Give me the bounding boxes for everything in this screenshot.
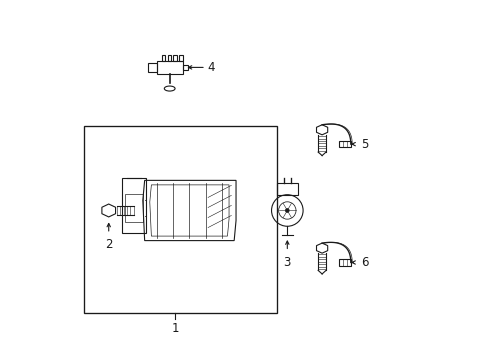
Bar — [122, 178, 146, 233]
Text: 2: 2 — [105, 238, 113, 251]
Bar — [124, 194, 143, 222]
Text: 3: 3 — [284, 256, 291, 269]
Text: 4: 4 — [208, 61, 215, 74]
Text: 6: 6 — [362, 256, 369, 269]
Bar — [168, 55, 171, 60]
Circle shape — [285, 208, 289, 212]
Bar — [162, 55, 166, 60]
Bar — [84, 126, 277, 313]
Text: 1: 1 — [172, 321, 179, 335]
Bar — [148, 63, 157, 72]
Text: 5: 5 — [362, 138, 369, 150]
Bar — [173, 55, 177, 60]
Bar — [157, 60, 183, 74]
Bar — [339, 259, 351, 266]
Bar — [183, 65, 188, 70]
Bar — [276, 183, 298, 195]
Bar — [339, 141, 351, 147]
Bar — [179, 55, 183, 60]
